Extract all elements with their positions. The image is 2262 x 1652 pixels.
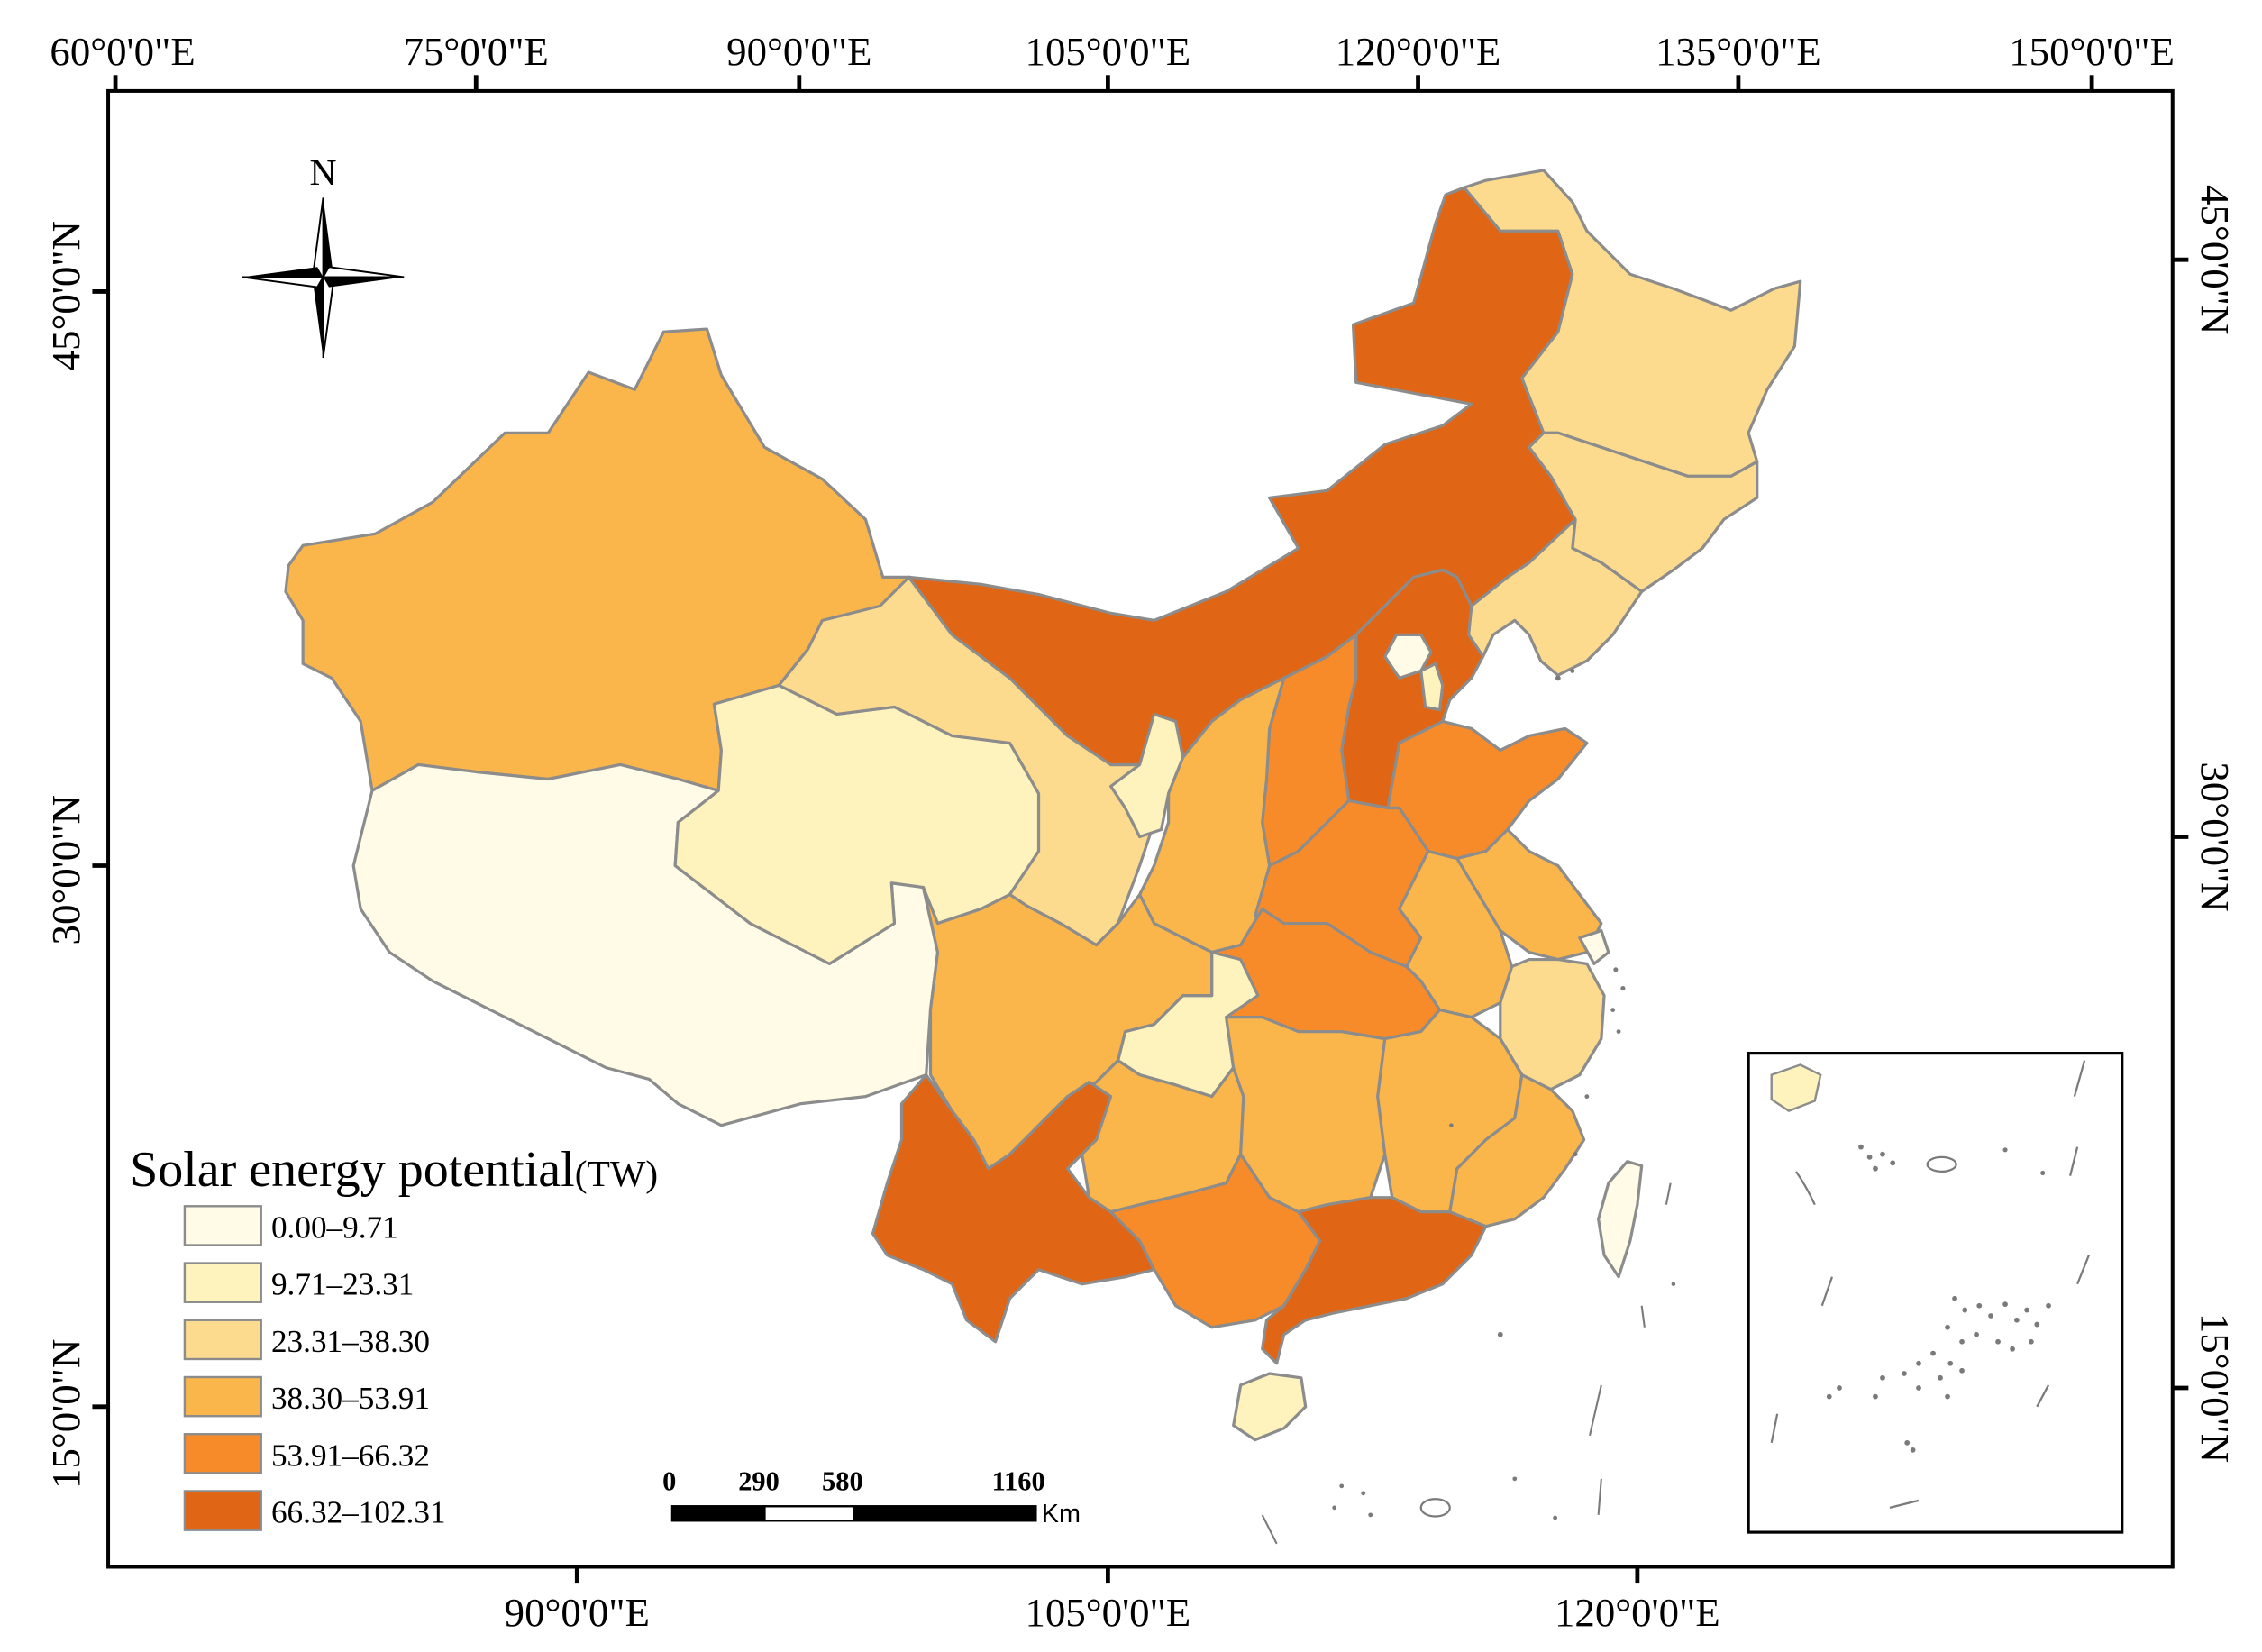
province-gansu [777, 575, 1156, 947]
coastal-islands [1261, 669, 1676, 1545]
scale-unit: Km [1042, 1500, 1081, 1529]
scale-bar: 0 290 580 1160 Km [662, 1466, 1081, 1529]
top-axis-label: 150°0'0"E [2009, 29, 2175, 74]
top-axis-label: 75°0'0"E [404, 29, 549, 74]
legend-swatch [183, 1262, 262, 1303]
north-label: N [310, 152, 337, 194]
province-liaoning [1466, 517, 1644, 677]
inset-hainan [1770, 1063, 1822, 1112]
province-ningxia [1108, 712, 1185, 839]
bottom-axis: 90°0'0"E 105°0'0"E 120°0'0"E [505, 1566, 1720, 1635]
right-axis: 45°0'0"N 30°0'0"N 15°0'0"N [2172, 185, 2238, 1463]
right-axis-label: 30°0'0"N [2193, 762, 2238, 911]
legend-swatch [183, 1319, 262, 1361]
left-axis: 45°0'0"N 30°0'0"N 15°0'0"N [43, 221, 109, 1489]
province-hainan [1232, 1372, 1308, 1442]
province-layer [284, 169, 1802, 1442]
legend-title: Solar energy potential(TW) [130, 1142, 658, 1198]
scale-tick-label: 1160 [992, 1466, 1045, 1497]
left-axis-label: 45°0'0"N [43, 221, 88, 370]
bottom-axis-label: 105°0'0"E [1026, 1590, 1191, 1635]
top-axis-label: 135°0'0"E [1655, 29, 1821, 74]
north-arrow-icon: N [242, 152, 405, 359]
top-axis-label: 90°0'0"E [726, 29, 871, 74]
right-axis-label: 45°0'0"N [2193, 185, 2238, 334]
scale-tick-label: 0 [662, 1466, 676, 1497]
top-axis-label: 60°0'0"E [50, 29, 195, 74]
province-heilongjiang [1463, 169, 1802, 478]
legend-label: 23.31–38.30 [271, 1324, 430, 1359]
inset-map [1747, 1052, 2124, 1534]
province-jilin [1528, 431, 1759, 593]
legend-label: 66.32–102.31 [271, 1495, 446, 1530]
legend-label: 0.00–9.71 [271, 1210, 398, 1246]
legend-swatch [183, 1205, 262, 1246]
top-axis: 60°0'0"E 75°0'0"E 90°0'0"E 105°0'0"E 120… [50, 29, 2175, 91]
legend-title-text: Solar energy potential [130, 1142, 575, 1198]
legend-label: 9.71–23.31 [271, 1267, 414, 1302]
legend: Solar energy potential(TW) 0.00–9.71 9.71… [130, 1142, 658, 1531]
province-beijing [1383, 633, 1433, 680]
legend-label: 53.91–66.32 [271, 1438, 430, 1473]
legend-swatch [183, 1433, 262, 1474]
left-axis-label: 30°0'0"N [43, 795, 88, 945]
legend-swatch [183, 1490, 262, 1531]
top-axis-label: 105°0'0"E [1026, 29, 1191, 74]
legend-unit: (TW) [575, 1154, 658, 1195]
province-guangdong [1261, 1196, 1488, 1365]
province-shanghai [1578, 928, 1610, 965]
legend-swatch [183, 1375, 262, 1418]
top-axis-label: 120°0'0"E [1336, 29, 1501, 74]
province-fujian [1448, 1073, 1586, 1228]
right-axis-label: 15°0'0"N [2193, 1313, 2238, 1463]
province-tianjin [1419, 662, 1445, 712]
province-taiwan [1597, 1160, 1644, 1279]
scale-tick-label: 580 [822, 1466, 863, 1497]
left-axis-label: 15°0'0"N [43, 1339, 88, 1489]
legend-label: 38.30–53.91 [271, 1381, 430, 1416]
scale-tick-label: 290 [738, 1466, 780, 1497]
legend-items: 0.00–9.71 9.71–23.31 23.31–38.30 38.30–53.9… [183, 1205, 446, 1531]
bottom-axis-label: 90°0'0"E [505, 1590, 650, 1635]
bottom-axis-label: 120°0'0"E [1555, 1590, 1720, 1635]
